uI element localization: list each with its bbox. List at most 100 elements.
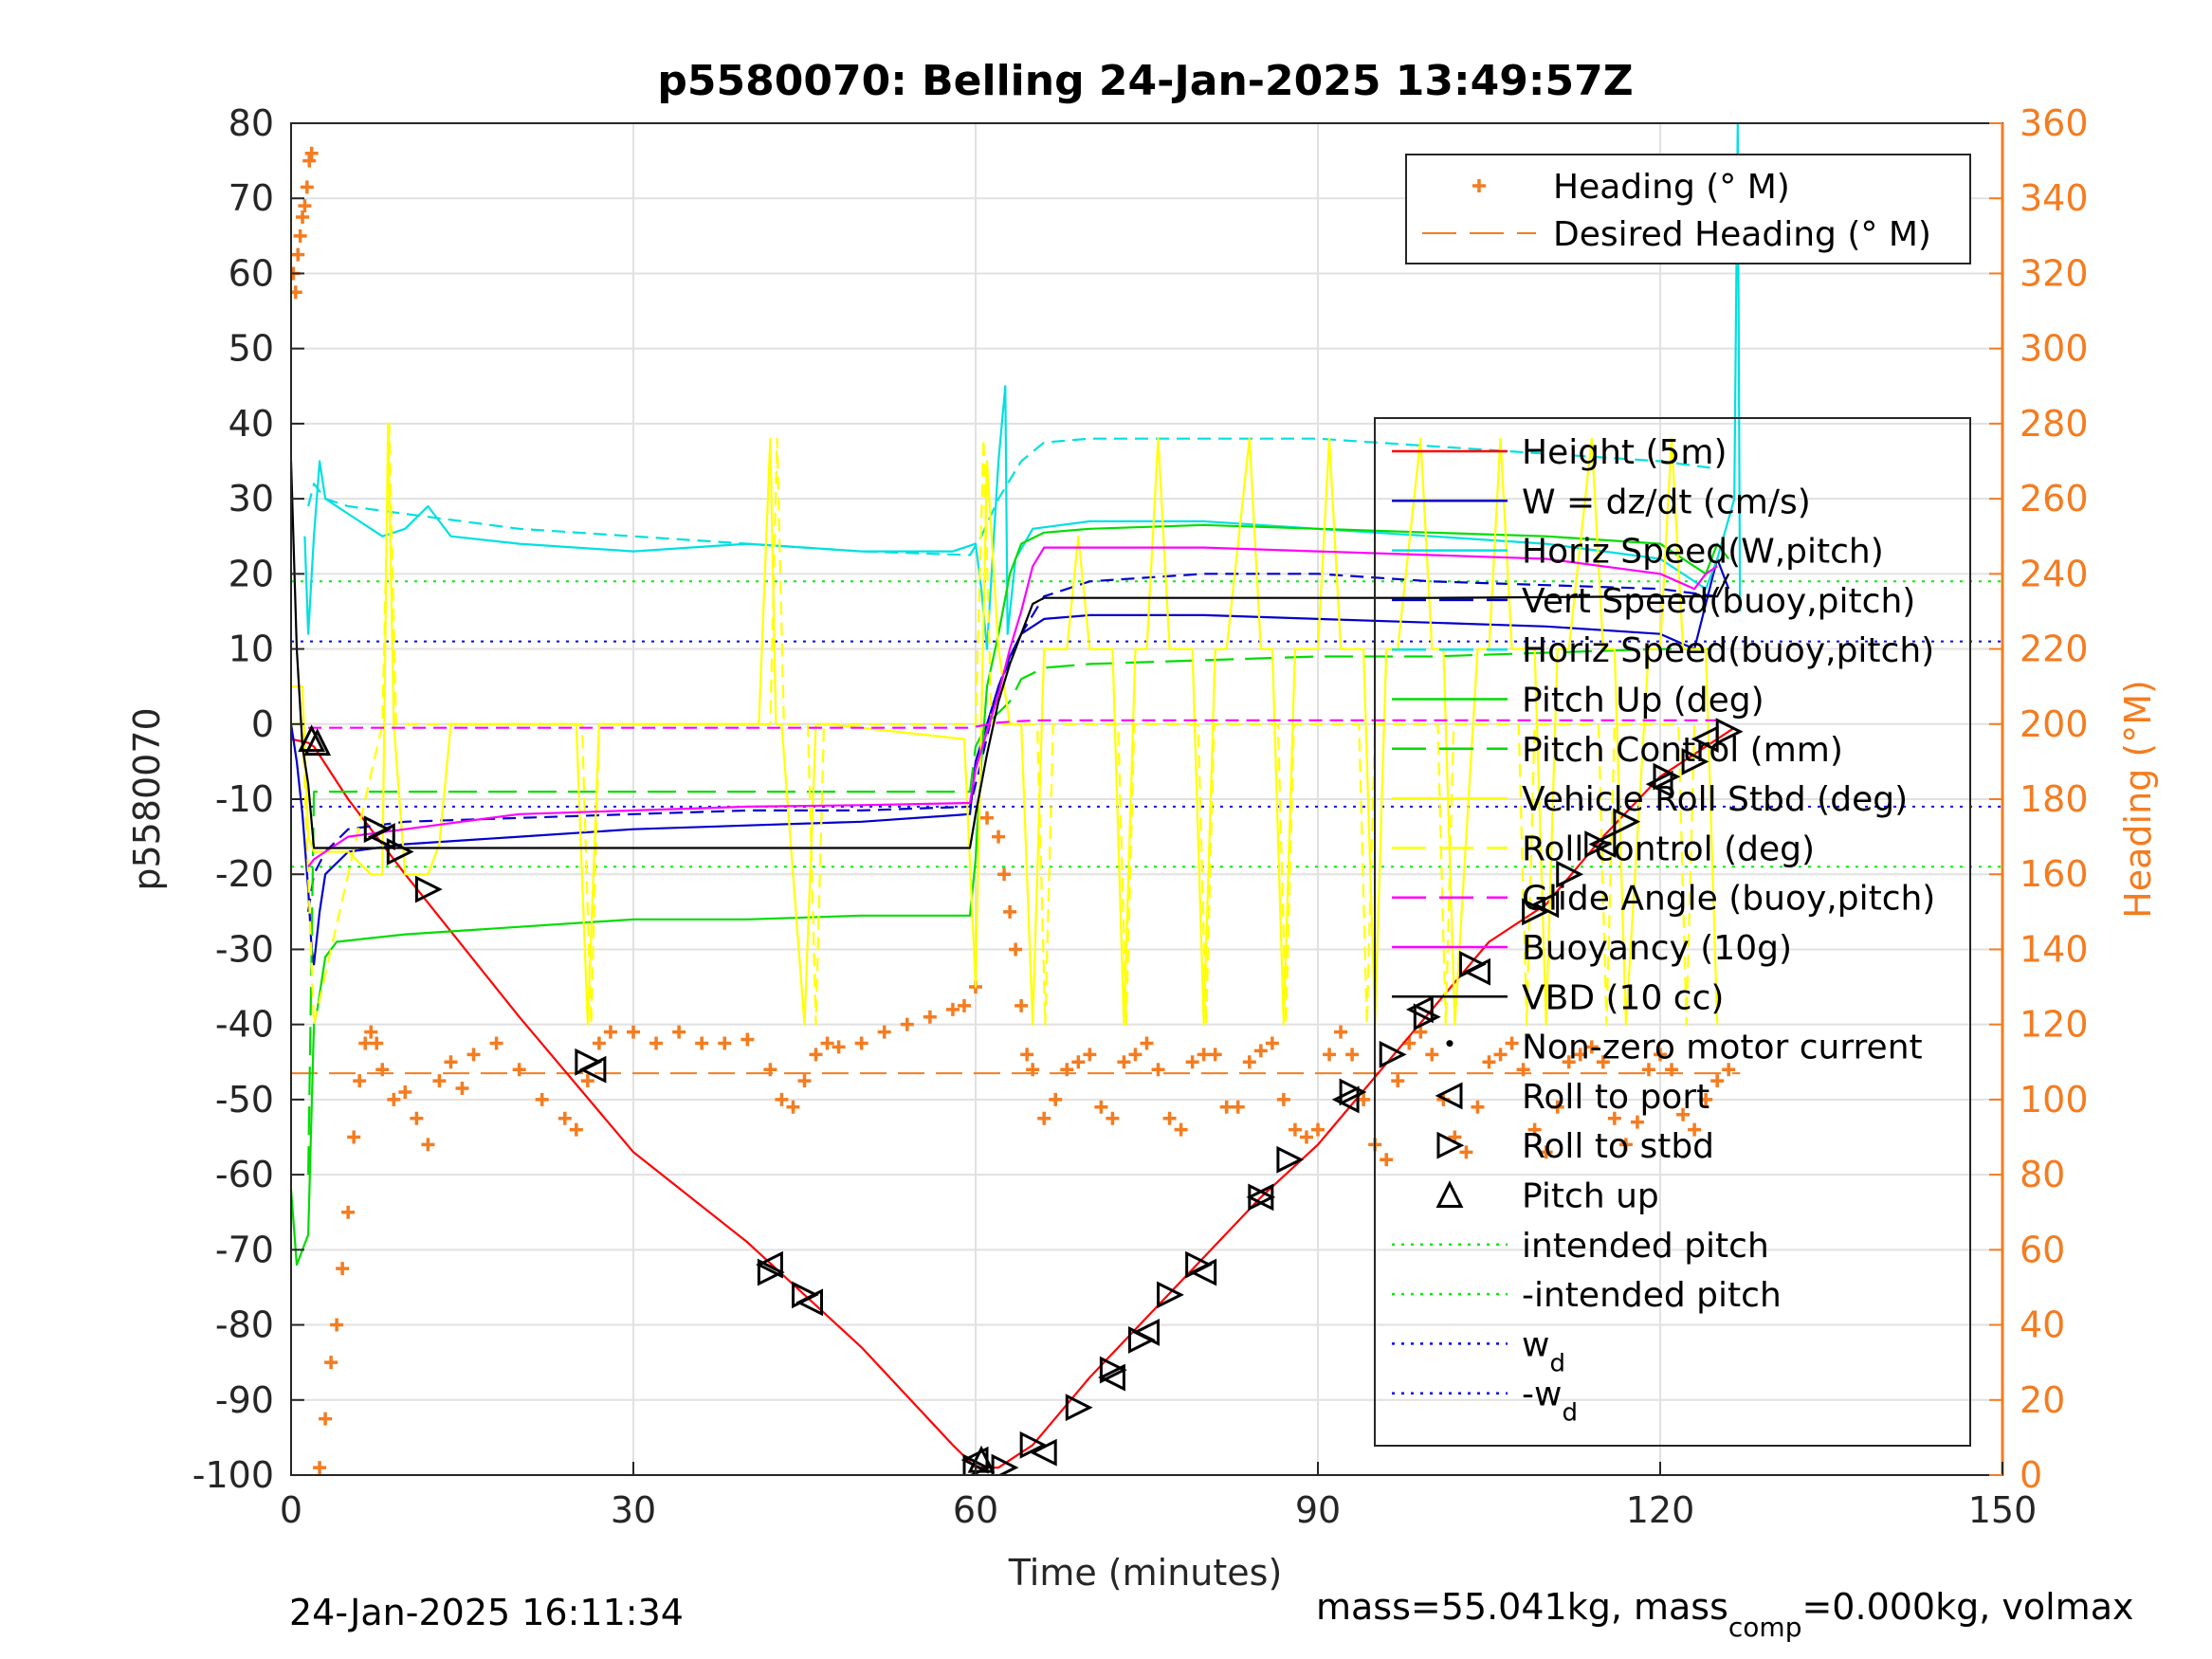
heading-point xyxy=(300,180,314,194)
marker-roll-to-port xyxy=(756,1250,783,1279)
y-axis-label-right: Heading (°M) xyxy=(2117,680,2159,919)
legend-main: Height (5m) W = dz/dt (cm/s) Horiz Speed(W… xyxy=(1374,417,1971,1447)
y-tick-label-right: 260 xyxy=(2020,478,2089,520)
marker-pitch-up xyxy=(967,1445,996,1473)
heading-point xyxy=(558,1111,572,1125)
legend-label-text: Horiz Speed(buoy,pitch) xyxy=(1522,631,1934,670)
legend-label-text: -w xyxy=(1522,1376,1562,1414)
heading-point xyxy=(1009,942,1023,957)
y-tick-label-left: -40 xyxy=(215,1004,274,1046)
heading-point xyxy=(1630,1115,1644,1129)
y-tick-label-right: 80 xyxy=(2020,1154,2065,1195)
legend-label-text: Roll to port xyxy=(1522,1078,1709,1117)
heading-point xyxy=(569,1122,583,1137)
heading-point xyxy=(1516,1063,1530,1077)
x-tick-label: 150 xyxy=(1968,1489,2038,1531)
heading-point xyxy=(797,1074,812,1088)
marker-roll-to-stbd xyxy=(1065,1394,1093,1422)
marker-roll-to-stbd xyxy=(1127,1325,1156,1354)
heading-point xyxy=(1231,1100,1245,1114)
heading-point xyxy=(1037,1111,1051,1125)
y-tick-label-left: -90 xyxy=(215,1379,274,1421)
y-tick-label-left: 50 xyxy=(229,328,274,370)
legend-label: Roll to stbd xyxy=(1522,1127,1714,1166)
heading-point xyxy=(1197,1048,1211,1062)
series-w-dz-dt-cm-s xyxy=(291,557,1730,966)
heading-point xyxy=(489,1036,503,1050)
legend-label: W = dz/dt (cm/s) xyxy=(1522,483,1811,521)
heading-point xyxy=(820,1036,834,1050)
marker-roll-to-stbd xyxy=(1379,1040,1407,1068)
heading-point xyxy=(627,1025,640,1039)
heading-point xyxy=(1618,1138,1633,1152)
y-tick-label-left: 80 xyxy=(229,102,274,144)
heading-point xyxy=(1117,1055,1131,1069)
chart-title: p5580070: Belling 24-Jan-2025 13:49:57Z xyxy=(657,57,1633,105)
heading-point xyxy=(1414,1025,1428,1039)
heading-point xyxy=(1505,1036,1519,1050)
y-tick-label-right: 340 xyxy=(2020,177,2089,219)
heading-point xyxy=(410,1111,424,1125)
legend-label: Vert Speed(buoy,pitch) xyxy=(1522,582,1915,621)
x-tick-label: 120 xyxy=(1626,1489,1695,1531)
heading-point xyxy=(580,1074,594,1088)
marker-roll-to-stbd xyxy=(1556,860,1584,888)
marker-roll-to-stbd xyxy=(386,838,414,866)
heading-point xyxy=(375,1063,390,1077)
series-glide-angle-buoy-pitch xyxy=(308,719,1718,729)
heading-point xyxy=(1539,1145,1553,1159)
y-tick-label-left: -70 xyxy=(215,1229,274,1270)
heading-point xyxy=(1584,1040,1599,1054)
heading-point xyxy=(302,154,317,168)
data-series xyxy=(291,123,2002,1469)
marker-roll-to-port xyxy=(1588,830,1617,858)
heading-point xyxy=(695,1036,709,1050)
x-axis-label: Time (minutes) xyxy=(1008,1552,1283,1594)
heading-point xyxy=(1003,904,1017,919)
heading-point xyxy=(1026,1063,1040,1077)
heading-point xyxy=(304,146,319,160)
heading-point xyxy=(923,1010,937,1024)
marker-roll-to-stbd xyxy=(1248,1183,1276,1212)
heading-point xyxy=(740,1032,755,1047)
legend-label: Horiz Speed(buoy,pitch) xyxy=(1522,631,1934,670)
heading-point xyxy=(1334,1025,1348,1039)
heading-point xyxy=(1641,1063,1655,1077)
y-tick-label-right: 240 xyxy=(2020,553,2089,594)
series-roll-control-deg xyxy=(291,422,1696,1026)
marker-roll-to-port xyxy=(1331,1085,1360,1114)
legend-label-text: VBD (10 cc) xyxy=(1522,978,1724,1017)
x-tick-label: 90 xyxy=(1295,1489,1341,1531)
y-tick-label-left: 20 xyxy=(229,553,274,594)
series-vbd-10-cc xyxy=(291,461,1730,849)
heading-point xyxy=(1380,1153,1394,1167)
legend-swatch xyxy=(1446,1040,1453,1048)
heading-point xyxy=(649,1036,664,1050)
heading-point xyxy=(432,1074,447,1088)
y-tick-label-left: -60 xyxy=(215,1154,274,1195)
legend-label-text: intended pitch xyxy=(1522,1227,1769,1266)
marker-roll-to-stbd xyxy=(1099,1356,1127,1384)
legend-label: VBD (10 cc) xyxy=(1522,978,1724,1017)
y-axis-left: 80 70 60 50 40 30 20 10 0 -10 -20 -30 -40 -50 -60 -70 -8… xyxy=(192,102,304,1496)
y-tick-label-right: 0 xyxy=(2020,1454,2042,1496)
heading-point xyxy=(1242,1055,1256,1069)
heading-point xyxy=(1083,1048,1097,1062)
heading-point xyxy=(1276,1092,1290,1106)
footer-mass-b: =0.000kg, volmax xyxy=(1801,1586,2133,1628)
heading-point xyxy=(307,98,320,111)
heading-point xyxy=(444,1055,458,1069)
heading-point xyxy=(1482,1055,1496,1069)
heading-point xyxy=(1425,1048,1439,1062)
marker-roll-to-port xyxy=(1645,770,1673,798)
heading-point xyxy=(1094,1100,1108,1114)
legend-label: Pitch up xyxy=(1522,1177,1659,1216)
heading-point xyxy=(1060,1063,1074,1077)
heading-point xyxy=(347,1130,361,1144)
heading-point xyxy=(1573,1048,1587,1062)
y-tick-label-right: 200 xyxy=(2020,703,2089,745)
marker-roll-to-stbd xyxy=(1584,830,1613,858)
heading-point xyxy=(1311,1122,1325,1137)
marker-roll-to-stbd xyxy=(1681,747,1709,775)
heading-point xyxy=(293,228,307,243)
